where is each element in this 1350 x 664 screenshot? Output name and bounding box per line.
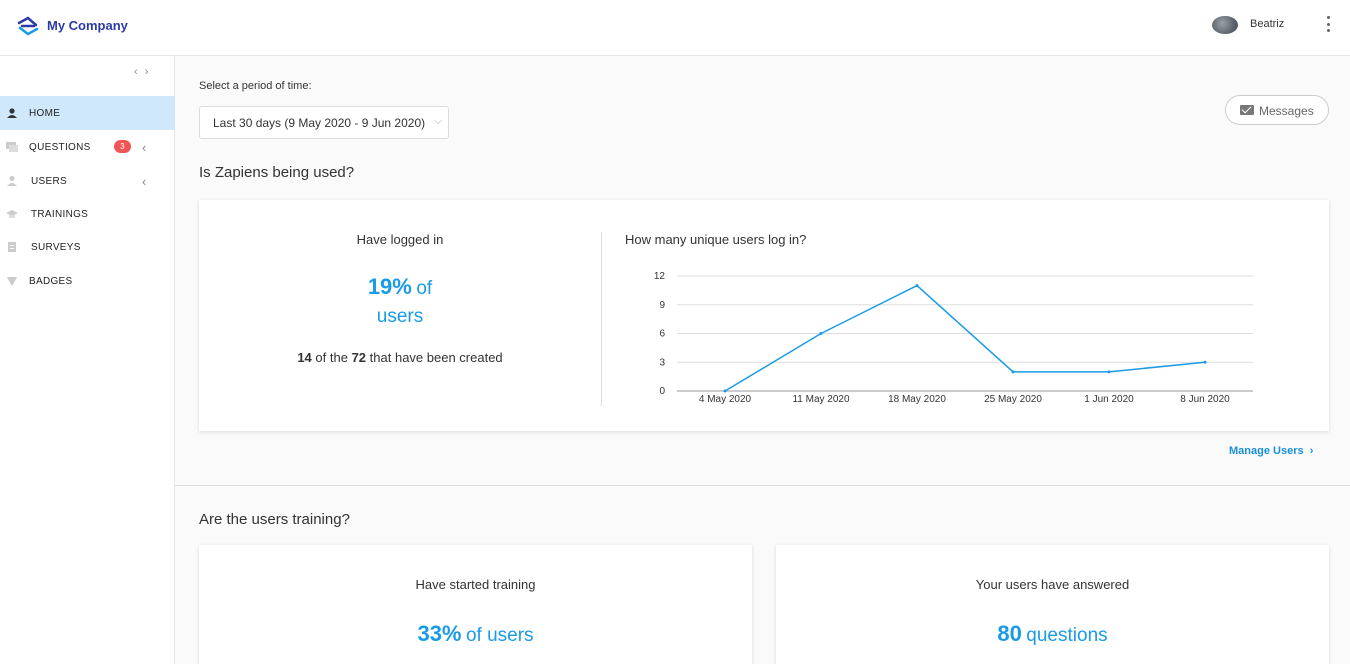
clipboard-icon (8, 242, 16, 252)
period-select-value: Last 30 days (9 May 2020 - 9 Jun 2020) (213, 116, 426, 130)
sidebar-item-trainings[interactable]: TRAININGS (0, 197, 175, 231)
manage-users-label: Manage Users (1229, 445, 1304, 457)
chart-data-point (1203, 360, 1207, 364)
chevron-left-icon[interactable]: ‹ (142, 139, 147, 155)
chart-data-point (819, 332, 823, 335)
sidebar: ‹ › HOME QUESTIONS 3 ‹ USERS ‹ TRAININGS… (0, 56, 175, 664)
sidebar-item-badges[interactable]: BADGES (0, 264, 175, 298)
section-separator (175, 485, 1350, 486)
graduation-cap-icon (6, 210, 18, 218)
training-stat: 33% of users (199, 621, 752, 647)
user-circle-icon (7, 108, 17, 118)
sidebar-item-label: QUESTIONS (29, 141, 91, 153)
logged-in-users: users (376, 306, 424, 327)
messages-button[interactable]: Messages (1225, 95, 1329, 125)
section-title-usage: Is Zapiens being used? (199, 164, 355, 181)
logged-in-percent: 19% (367, 274, 412, 299)
sidebar-item-home[interactable]: HOME (0, 96, 175, 130)
training-percent: 33% (417, 621, 462, 646)
sidebar-item-label: TRAININGS (31, 208, 89, 220)
chart-x-tick-label: 1 Jun 2020 (1084, 394, 1134, 405)
sidebar-item-label: USERS (31, 175, 67, 187)
manage-users-link[interactable]: Manage Users › (1229, 445, 1313, 457)
logged-in-of-the: of the (315, 350, 348, 365)
chart-y-tick-label: 9 (659, 300, 665, 311)
chart-x-tick-label: 8 Jun 2020 (1180, 394, 1230, 405)
answered-card: Your users have answered 80 questions (776, 545, 1329, 664)
chart-x-tick-label: 4 May 2020 (699, 394, 752, 405)
card-divider (601, 232, 602, 406)
main-content: Select a period of time: Last 30 days (9… (175, 56, 1350, 664)
sidebar-item-questions[interactable]: QUESTIONS 3 ‹ (0, 130, 175, 164)
chevron-right-icon: › (1306, 445, 1314, 457)
top-header: My Company Beatriz (0, 0, 1350, 56)
sidebar-item-label: BADGES (29, 275, 73, 287)
unique-logins-chart: 0 3 6 9 12 4 May 2020 11 May 2020 18 May 2020 25… (654, 271, 1253, 405)
chart-data-point (1011, 370, 1015, 374)
chart-y-tick-label: 6 (659, 329, 665, 340)
chart-y-tick-label: 3 (659, 357, 665, 368)
users-total: 72 (351, 350, 367, 365)
logged-in-suffix: that have been created (369, 350, 503, 365)
answered-suffix: questions (1026, 625, 1108, 646)
answered-value: 80 (997, 621, 1022, 646)
logged-in-heading: Have logged in (356, 232, 444, 247)
period-select[interactable]: Last 30 days (9 May 2020 - 9 Jun 2020) ⌵ (199, 106, 449, 139)
section-title-training: Are the users training? (199, 511, 350, 528)
logged-in-users-line: users (199, 306, 601, 328)
chart-series-line (724, 284, 1206, 392)
user-icon (7, 176, 17, 186)
logged-in-count: 14 (297, 350, 312, 365)
chart-data-point (723, 389, 727, 393)
chart-y-tick-label: 0 (659, 386, 665, 397)
answered-stat: 80 questions (776, 621, 1329, 647)
chart-data-point (915, 284, 919, 288)
sidebar-item-users[interactable]: USERS ‹ (0, 164, 175, 198)
training-card: Have started training 33% of users (199, 545, 752, 664)
mail-icon (1240, 105, 1254, 115)
brand-name[interactable]: My Company (47, 18, 128, 33)
chevron-down-icon: ⌵ (434, 116, 442, 127)
more-vert-icon[interactable] (1322, 14, 1334, 34)
logged-in-detail: 14 of the 72 that have been created (199, 350, 601, 365)
chart-title: How many unique users log in? (625, 232, 807, 247)
sidebar-item-surveys[interactable]: SURVEYS (0, 230, 175, 264)
usage-card: Have logged in 19% of users 14 of the 72… (199, 200, 1329, 431)
sidebar-item-label: HOME (29, 107, 61, 119)
period-label: Select a period of time: (199, 80, 312, 92)
answered-heading: Your users have answered (975, 577, 1130, 592)
chevron-left-icon[interactable]: ‹ (142, 173, 147, 189)
badge-icon (7, 277, 17, 286)
chart-y-tick-label: 12 (654, 271, 666, 282)
sidebar-collapse-toggle[interactable]: ‹ › (134, 66, 151, 78)
chart-x-tick-label: 11 May 2020 (792, 394, 850, 405)
chart-x-tick-label: 18 May 2020 (888, 394, 946, 405)
logged-in-percent-line: 19% of (199, 274, 601, 300)
user-name[interactable]: Beatriz (1250, 18, 1285, 30)
training-suffix: of users (465, 625, 534, 646)
training-heading: Have started training (415, 577, 536, 592)
chart-x-tick-label: 25 May 2020 (984, 394, 1042, 405)
company-logo-icon[interactable] (16, 14, 40, 38)
chat-icon (6, 142, 18, 152)
avatar[interactable] (1212, 16, 1238, 34)
sidebar-item-label: SURVEYS (31, 241, 81, 253)
chart-data-point (1107, 370, 1111, 374)
messages-label: Messages (1259, 104, 1314, 118)
logged-in-of: of (416, 278, 433, 299)
notification-badge: 3 (114, 140, 131, 153)
